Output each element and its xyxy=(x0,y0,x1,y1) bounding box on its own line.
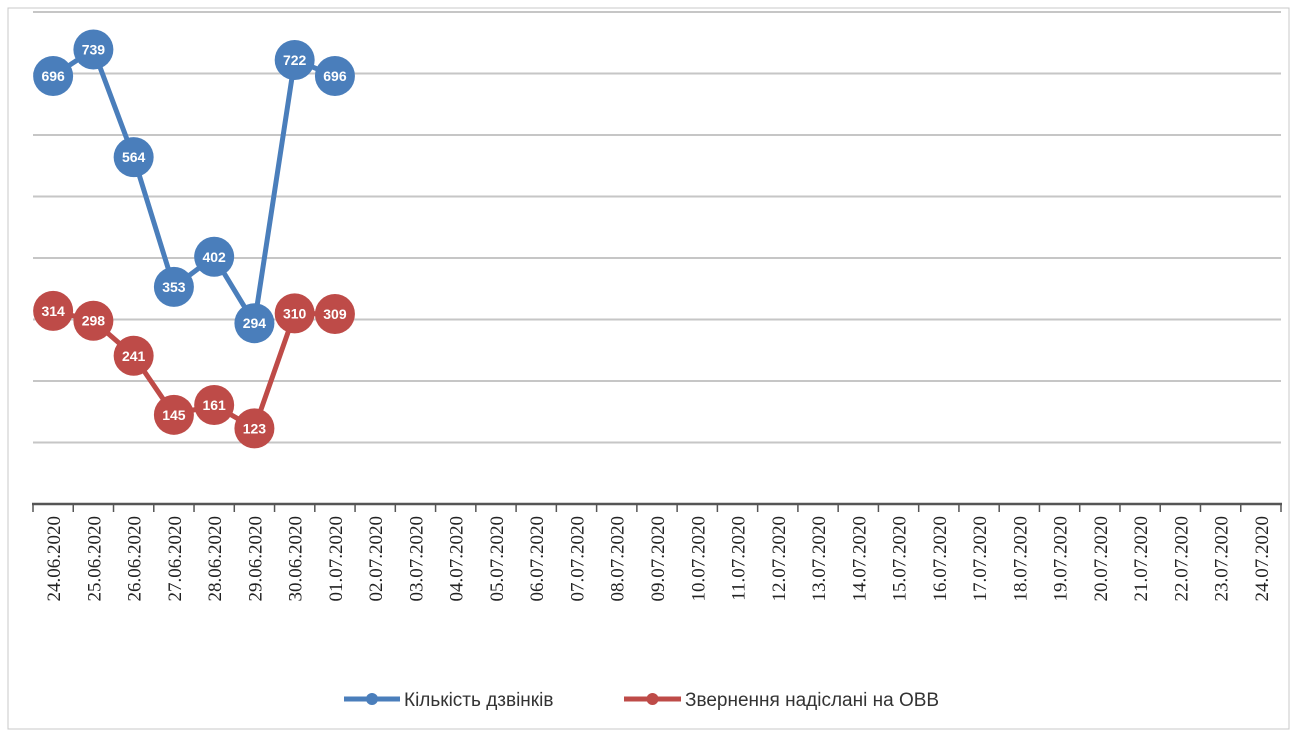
x-tick-label: 14.07.2020 xyxy=(849,516,870,602)
x-tick-label: 23.07.2020 xyxy=(1212,516,1233,602)
x-tick-label: 19.07.2020 xyxy=(1051,516,1072,602)
data-point xyxy=(194,236,235,277)
data-point xyxy=(33,290,74,331)
x-tick-label: 13.07.2020 xyxy=(809,516,830,602)
x-tick-label: 29.06.2020 xyxy=(245,516,266,602)
x-tick-label: 17.07.2020 xyxy=(970,516,991,602)
x-axis-ticks: 24.06.2020 25.06.2020 26.06.2020 27.06.2020… xyxy=(32,504,1282,602)
data-point xyxy=(153,266,194,307)
data-point xyxy=(314,293,355,334)
x-tick-label: 21.07.2020 xyxy=(1131,516,1152,602)
x-tick-label: 25.06.2020 xyxy=(84,516,105,602)
x-tick-label: 06.07.2020 xyxy=(527,516,548,602)
x-tick-label: 22.07.2020 xyxy=(1171,516,1192,602)
x-tick-label: 02.07.2020 xyxy=(366,516,387,602)
legend-item-1: Звернення надіслані на ОВВ xyxy=(624,690,939,711)
x-tick-label: 04.07.2020 xyxy=(447,516,468,602)
data-point xyxy=(113,137,154,178)
x-tick-label: 20.07.2020 xyxy=(1091,516,1112,602)
data-label: 696 xyxy=(323,68,347,84)
data-label: 310 xyxy=(283,305,307,321)
x-tick-label: 15.07.2020 xyxy=(890,516,911,602)
legend: Кількість дзвінків Звернення надіслані на… xyxy=(344,690,939,711)
x-tick-label: 30.06.2020 xyxy=(286,516,307,602)
data-point xyxy=(274,39,315,80)
data-point xyxy=(194,384,235,425)
legend-swatch-marker xyxy=(646,693,659,705)
legend-label: Кількість дзвінків xyxy=(404,690,553,711)
data-label: 309 xyxy=(323,306,347,322)
x-tick-label: 26.06.2020 xyxy=(125,516,146,602)
data-label: 739 xyxy=(82,42,106,58)
data-label: 564 xyxy=(122,149,146,165)
data-label: 298 xyxy=(82,313,106,329)
data-point xyxy=(73,300,114,341)
data-point xyxy=(274,293,315,334)
legend-swatch-marker xyxy=(366,693,378,705)
x-tick-label: 01.07.2020 xyxy=(326,516,347,602)
x-tick-label: 05.07.2020 xyxy=(487,516,508,602)
x-tick-label: 28.06.2020 xyxy=(205,516,226,602)
data-label: 696 xyxy=(41,68,65,84)
data-label: 722 xyxy=(283,52,307,68)
data-label: 161 xyxy=(202,397,226,413)
data-label: 294 xyxy=(243,315,267,331)
chart-frame xyxy=(7,7,1290,730)
data-point xyxy=(113,335,154,376)
data-label: 123 xyxy=(243,420,267,436)
x-tick-label: 10.07.2020 xyxy=(688,516,709,602)
x-tick-label: 11.07.2020 xyxy=(729,516,750,601)
data-point xyxy=(73,29,114,70)
legend-item-0: Кількість дзвінків xyxy=(344,690,553,711)
series-lines: 696 739 564 353 402 294 722 696 314 298 241 145 161 1… xyxy=(33,29,355,449)
x-tick-label: 27.06.2020 xyxy=(165,516,186,602)
x-tick-label: 16.07.2020 xyxy=(930,516,951,602)
x-tick-label: 24.07.2020 xyxy=(1252,516,1273,602)
data-label: 145 xyxy=(162,407,186,423)
data-label: 314 xyxy=(41,303,65,319)
data-point xyxy=(153,394,194,435)
x-tick-label: 12.07.2020 xyxy=(769,516,790,602)
x-tick-label: 18.07.2020 xyxy=(1010,516,1031,602)
x-tick-label: 03.07.2020 xyxy=(406,516,427,602)
data-point xyxy=(314,55,355,96)
x-tick-label: 09.07.2020 xyxy=(648,516,669,602)
x-tick-label: 24.06.2020 xyxy=(44,516,65,602)
x-tick-label: 07.07.2020 xyxy=(567,516,588,602)
data-point xyxy=(33,55,74,96)
data-point xyxy=(234,303,275,344)
data-label: 241 xyxy=(122,348,146,364)
data-label: 402 xyxy=(202,249,226,265)
series-1: 314 298 241 145 161 123 310 309 xyxy=(33,290,355,449)
x-tick-label: 08.07.2020 xyxy=(608,516,629,602)
data-label: 353 xyxy=(162,279,186,295)
legend-label: Звернення надіслані на ОВВ xyxy=(685,690,939,711)
series-0: 696 739 564 353 402 294 722 696 xyxy=(33,29,355,344)
data-point xyxy=(234,408,275,449)
